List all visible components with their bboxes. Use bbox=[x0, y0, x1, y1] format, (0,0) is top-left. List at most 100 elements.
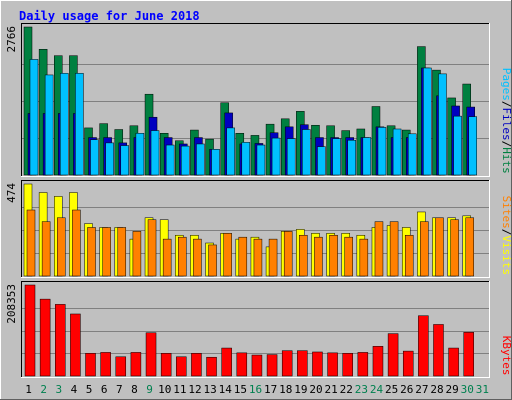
bar-pages bbox=[332, 138, 341, 176]
x-tick-label: 11 bbox=[173, 383, 186, 396]
x-tick-label: 6 bbox=[101, 383, 108, 396]
x-tick-label: 3 bbox=[56, 383, 63, 396]
legend-files: Files bbox=[500, 108, 512, 141]
bar-sites bbox=[389, 221, 399, 277]
bar-pages bbox=[453, 115, 462, 176]
x-tick-label: 9 bbox=[146, 383, 153, 396]
bar-pages bbox=[286, 138, 296, 176]
bar-kbytes bbox=[176, 356, 187, 377]
bar-sites bbox=[420, 221, 429, 277]
bar-pages bbox=[165, 144, 175, 176]
bar-kbytes bbox=[130, 352, 142, 377]
bar-sites bbox=[132, 231, 142, 277]
bar-pages bbox=[105, 142, 114, 176]
bar-sites bbox=[268, 238, 278, 277]
bar-kbytes bbox=[100, 352, 111, 377]
legend-kbytes: KBytes bbox=[500, 336, 512, 376]
bar-kbytes bbox=[312, 351, 323, 377]
bar-sites bbox=[57, 217, 66, 277]
bar-sites bbox=[162, 238, 172, 277]
bar-pages bbox=[29, 59, 39, 176]
bar-pages bbox=[438, 73, 447, 176]
bar-pages bbox=[317, 146, 326, 176]
bar-pages bbox=[120, 145, 130, 176]
legend-hits: Hits bbox=[500, 147, 512, 174]
chart-title: Daily usage for June 2018 bbox=[19, 9, 200, 23]
right-legend: Pages/Files/Hits bbox=[500, 68, 512, 174]
right-legend: KBytes bbox=[500, 336, 512, 376]
bar-sites bbox=[41, 221, 51, 277]
legend-sites: Sites bbox=[500, 196, 512, 229]
bar-pages bbox=[135, 133, 145, 176]
bar-sites bbox=[87, 227, 96, 277]
x-tick-label: 30 bbox=[461, 383, 474, 396]
bar-kbytes bbox=[39, 298, 51, 377]
axis-max-label: 208353 bbox=[5, 284, 18, 324]
x-tick-label: 7 bbox=[116, 383, 123, 396]
x-tick-label: 17 bbox=[264, 383, 277, 396]
bar-sites bbox=[314, 236, 323, 277]
bar-pages bbox=[347, 139, 356, 176]
bar-kbytes bbox=[206, 356, 217, 377]
bar-pages bbox=[271, 137, 281, 176]
x-tick-label: 13 bbox=[203, 383, 216, 396]
bar-kbytes bbox=[433, 324, 444, 377]
x-tick-label: 19 bbox=[294, 383, 307, 396]
x-tick-label: 20 bbox=[309, 383, 322, 396]
bar-sites bbox=[299, 234, 308, 277]
bar-pages bbox=[423, 67, 432, 176]
axis-max-label: 474 bbox=[5, 183, 18, 203]
bar-kbytes bbox=[387, 333, 399, 377]
bar-sites bbox=[72, 209, 81, 277]
bar-pages bbox=[211, 149, 220, 176]
bar-pages bbox=[150, 130, 160, 176]
x-tick-label: 16 bbox=[249, 383, 262, 396]
bar-sites bbox=[193, 238, 202, 277]
bar-sites bbox=[450, 219, 459, 277]
bar-kbytes bbox=[251, 354, 263, 377]
bar-sites bbox=[102, 227, 111, 277]
bar-pages bbox=[377, 127, 387, 176]
bar-pages bbox=[302, 129, 311, 176]
x-tick-label: 4 bbox=[71, 383, 78, 396]
bar-pages bbox=[181, 145, 190, 176]
bar-kbytes bbox=[160, 353, 172, 377]
middle-panel: 474 Sites/Visits bbox=[5, 180, 512, 278]
legend-visits: Visits bbox=[500, 235, 512, 275]
x-tick-label: 22 bbox=[340, 383, 353, 396]
bar-kbytes bbox=[281, 350, 293, 377]
legend-pages: Pages bbox=[500, 68, 512, 101]
x-tick-label: 12 bbox=[188, 383, 201, 396]
bar-kbytes bbox=[327, 352, 338, 377]
bar-pages bbox=[90, 139, 99, 176]
bar-sites bbox=[374, 221, 384, 277]
x-tick-label: 18 bbox=[279, 383, 292, 396]
bar-pages bbox=[392, 128, 402, 176]
bar-sites bbox=[359, 238, 369, 277]
bar-kbytes bbox=[70, 313, 81, 377]
bar-kbytes bbox=[145, 332, 157, 377]
legend-separator: / bbox=[500, 101, 512, 108]
bar-kbytes bbox=[24, 284, 36, 377]
x-tick-label: 27 bbox=[415, 383, 428, 396]
bar-sites bbox=[435, 217, 444, 277]
legend-separator: / bbox=[500, 141, 512, 148]
bar-sites bbox=[404, 234, 414, 277]
bar-sites bbox=[253, 238, 263, 277]
bar-pages bbox=[196, 143, 205, 176]
bar-sites bbox=[117, 227, 127, 277]
legend-separator: / bbox=[500, 229, 512, 236]
bar-sites bbox=[26, 209, 36, 277]
bar-kbytes bbox=[55, 304, 66, 377]
bar-kbytes bbox=[448, 347, 459, 377]
bar-pages bbox=[226, 127, 235, 176]
bar-pages bbox=[256, 144, 266, 176]
x-tick-label: 8 bbox=[131, 383, 138, 396]
x-tick-label: 31 bbox=[476, 383, 489, 396]
x-tick-label: 26 bbox=[400, 383, 413, 396]
bar-pages bbox=[362, 137, 372, 176]
x-tick-label: 14 bbox=[219, 383, 233, 396]
bar-kbytes bbox=[115, 356, 127, 377]
